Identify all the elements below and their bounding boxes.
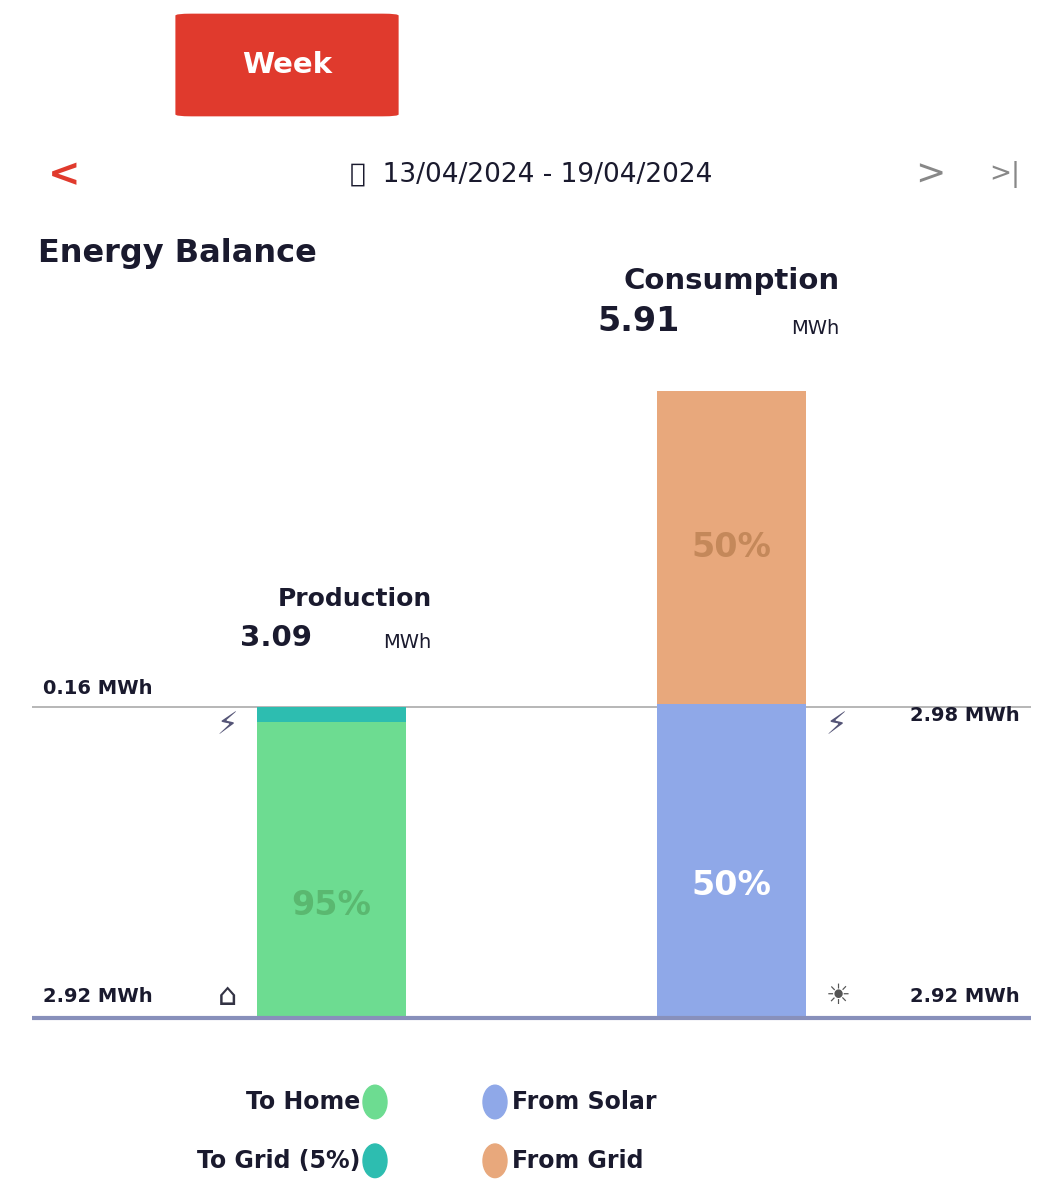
Text: Day: Day <box>75 50 137 79</box>
Text: 2.92 MWh: 2.92 MWh <box>44 986 153 1006</box>
Text: Week: Week <box>242 50 332 79</box>
Text: <: < <box>48 156 80 194</box>
Text: 📅  13/04/2024 - 19/04/2024: 📅 13/04/2024 - 19/04/2024 <box>351 162 712 188</box>
Circle shape <box>362 1144 387 1177</box>
Circle shape <box>362 1085 387 1118</box>
Text: ⚡: ⚡ <box>826 712 847 740</box>
Bar <box>257 707 406 722</box>
Text: 95%: 95% <box>291 889 372 922</box>
Text: 5.91: 5.91 <box>597 305 680 337</box>
FancyBboxPatch shape <box>175 13 399 116</box>
Text: Energy Balance: Energy Balance <box>37 238 317 269</box>
Text: 0.16 MWh: 0.16 MWh <box>44 679 153 698</box>
Text: Month: Month <box>448 50 552 79</box>
Bar <box>257 722 406 1018</box>
Text: Billing: Billing <box>841 50 945 79</box>
Text: >|: >| <box>989 162 1020 188</box>
Text: ⚡: ⚡ <box>216 712 237 740</box>
Text: Consumption: Consumption <box>623 268 840 295</box>
Text: 2.98 MWh: 2.98 MWh <box>910 706 1019 725</box>
Text: ☀: ☀ <box>826 983 850 1010</box>
Text: From Solar: From Solar <box>512 1090 657 1114</box>
Text: To Home: To Home <box>246 1090 360 1114</box>
Text: 50%: 50% <box>691 530 772 564</box>
Text: To Grid (5%): To Grid (5%) <box>197 1148 360 1172</box>
Text: ⌂: ⌂ <box>218 982 237 1010</box>
Text: MWh: MWh <box>792 319 840 337</box>
Circle shape <box>483 1144 507 1177</box>
Circle shape <box>483 1085 507 1118</box>
Bar <box>657 704 806 1018</box>
Text: Production: Production <box>277 587 432 611</box>
Text: >: > <box>915 158 945 192</box>
Text: Year: Year <box>655 50 727 79</box>
Text: 3.09: 3.09 <box>239 624 311 652</box>
Bar <box>657 391 806 704</box>
Text: 2.92 MWh: 2.92 MWh <box>910 986 1019 1006</box>
Text: 50%: 50% <box>691 870 772 902</box>
Text: MWh: MWh <box>384 632 432 652</box>
Text: From Grid: From Grid <box>512 1148 643 1172</box>
